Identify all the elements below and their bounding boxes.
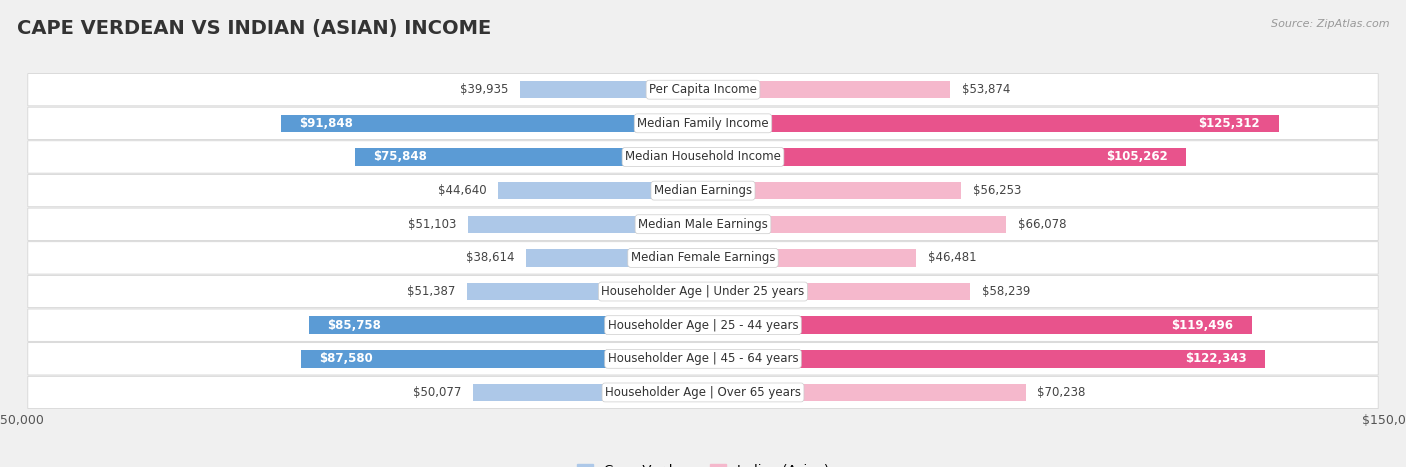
FancyBboxPatch shape <box>28 276 1378 308</box>
FancyBboxPatch shape <box>28 309 1378 341</box>
Bar <box>703 148 1187 166</box>
Bar <box>472 384 703 401</box>
Text: $91,848: $91,848 <box>299 117 353 130</box>
Bar <box>498 182 703 199</box>
FancyBboxPatch shape <box>28 376 1378 409</box>
Text: $75,848: $75,848 <box>373 150 427 163</box>
Text: $87,580: $87,580 <box>319 352 373 365</box>
Bar <box>703 114 1278 132</box>
Bar <box>703 81 950 99</box>
Text: $51,103: $51,103 <box>408 218 457 231</box>
Text: $119,496: $119,496 <box>1171 318 1233 332</box>
Text: $125,312: $125,312 <box>1198 117 1260 130</box>
Text: $56,253: $56,253 <box>973 184 1021 197</box>
Text: $44,640: $44,640 <box>437 184 486 197</box>
FancyBboxPatch shape <box>28 242 1378 274</box>
Text: Householder Age | Over 65 years: Householder Age | Over 65 years <box>605 386 801 399</box>
Bar <box>703 182 962 199</box>
Text: Median Family Income: Median Family Income <box>637 117 769 130</box>
Text: Median Male Earnings: Median Male Earnings <box>638 218 768 231</box>
Bar <box>703 350 1265 368</box>
Bar <box>468 215 703 233</box>
Text: $50,077: $50,077 <box>413 386 461 399</box>
Text: Source: ZipAtlas.com: Source: ZipAtlas.com <box>1271 19 1389 28</box>
FancyBboxPatch shape <box>28 107 1378 140</box>
Bar <box>467 283 703 300</box>
Bar <box>703 283 970 300</box>
Text: $85,758: $85,758 <box>328 318 381 332</box>
Text: $122,343: $122,343 <box>1185 352 1247 365</box>
Bar <box>281 114 703 132</box>
Bar <box>526 249 703 267</box>
Text: CAPE VERDEAN VS INDIAN (ASIAN) INCOME: CAPE VERDEAN VS INDIAN (ASIAN) INCOME <box>17 19 491 38</box>
Bar <box>309 317 703 334</box>
FancyBboxPatch shape <box>28 73 1378 106</box>
Text: Householder Age | Under 25 years: Householder Age | Under 25 years <box>602 285 804 298</box>
Bar <box>301 350 703 368</box>
Text: Householder Age | 45 - 64 years: Householder Age | 45 - 64 years <box>607 352 799 365</box>
Text: Median Female Earnings: Median Female Earnings <box>631 251 775 264</box>
Bar <box>354 148 703 166</box>
Text: $70,238: $70,238 <box>1038 386 1085 399</box>
Text: Per Capita Income: Per Capita Income <box>650 83 756 96</box>
Text: $38,614: $38,614 <box>465 251 515 264</box>
Text: Householder Age | 25 - 44 years: Householder Age | 25 - 44 years <box>607 318 799 332</box>
FancyBboxPatch shape <box>28 343 1378 375</box>
Text: $53,874: $53,874 <box>962 83 1011 96</box>
Text: $58,239: $58,239 <box>981 285 1031 298</box>
Bar <box>703 317 1251 334</box>
FancyBboxPatch shape <box>28 175 1378 207</box>
Bar <box>703 384 1025 401</box>
Text: $46,481: $46,481 <box>928 251 977 264</box>
Text: $66,078: $66,078 <box>1018 218 1067 231</box>
Text: Median Earnings: Median Earnings <box>654 184 752 197</box>
FancyBboxPatch shape <box>28 141 1378 173</box>
Bar <box>520 81 703 99</box>
Text: $51,387: $51,387 <box>408 285 456 298</box>
Text: Median Household Income: Median Household Income <box>626 150 780 163</box>
Text: $39,935: $39,935 <box>460 83 508 96</box>
Text: $105,262: $105,262 <box>1107 150 1168 163</box>
FancyBboxPatch shape <box>28 208 1378 241</box>
Bar <box>703 215 1007 233</box>
Bar <box>703 249 917 267</box>
Legend: Cape Verdean, Indian (Asian): Cape Verdean, Indian (Asian) <box>572 459 834 467</box>
